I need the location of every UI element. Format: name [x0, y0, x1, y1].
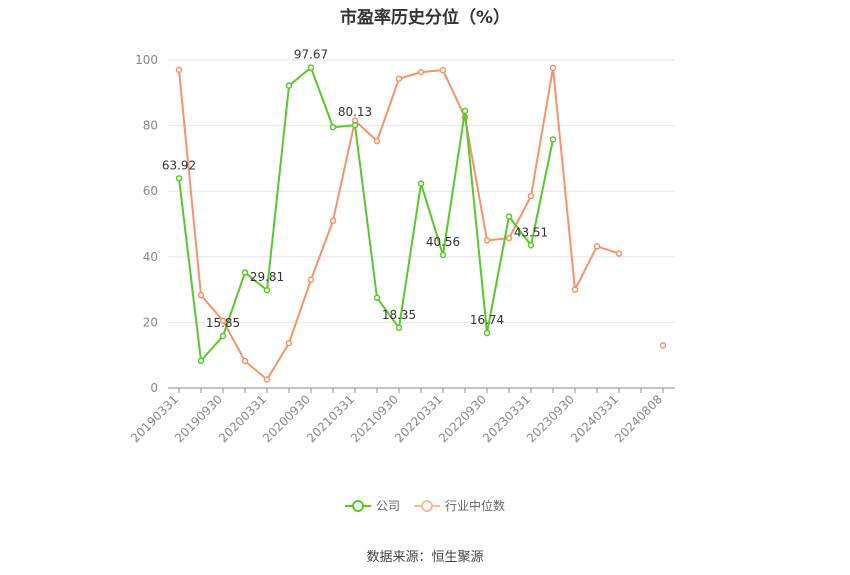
- data-point-industry-median: [549, 64, 557, 72]
- data-point-industry-median: [439, 66, 447, 74]
- data-label: 63.92: [162, 158, 196, 172]
- data-point-company: [527, 242, 535, 249]
- legend-item-industry-median[interactable]: 行业中位数: [414, 497, 505, 514]
- data-point-company: [395, 324, 403, 332]
- y-tick-label: 100: [135, 53, 158, 67]
- source-note: 数据来源：恒生聚源: [366, 550, 484, 565]
- grid-lines: [168, 59, 675, 323]
- data-point-industry-median: [241, 357, 249, 365]
- legend-swatch-industry-icon: [414, 499, 441, 512]
- data-point-company: [263, 286, 271, 294]
- x-tick-label: 20240808: [612, 392, 665, 445]
- legend-label-company: 公司: [376, 499, 401, 513]
- y-tick-label: 80: [143, 119, 158, 133]
- data-point-company: [439, 251, 447, 259]
- data-point-industry-median: [285, 339, 293, 347]
- data-point-company: [329, 123, 337, 131]
- data-labels: 63.92 15.85 29.81 97.67 80.13 18.35 40.56 16.74…: [162, 48, 548, 330]
- legend: 公司 行业中位数: [345, 497, 519, 514]
- y-tick-label: 0: [150, 381, 158, 395]
- data-point-industry-median: [659, 342, 667, 349]
- data-point-company: [175, 175, 183, 182]
- data-point-company: [285, 82, 293, 89]
- data-point-industry-median: [219, 317, 227, 325]
- data-point-company: [549, 136, 557, 143]
- y-tick-label: 20: [143, 315, 158, 329]
- data-point-company: [307, 64, 315, 71]
- data-label: 97.67: [294, 48, 328, 62]
- data-point-company: [505, 213, 513, 220]
- data-point-industry-median: [615, 250, 623, 257]
- y-tick-label: 60: [143, 184, 158, 198]
- legend-swatch-company-icon: [345, 499, 371, 512]
- data-point-industry-median: [505, 234, 513, 242]
- data-point-company: [197, 357, 205, 365]
- axes: 0204060801002019033120190930202003312020…: [128, 53, 675, 445]
- data-point-industry-median: [263, 376, 271, 383]
- data-point-industry-median: [483, 237, 491, 244]
- data-point-industry-median: [307, 276, 315, 284]
- data-label: 29.81: [250, 270, 284, 284]
- series-line-company: [178, 66, 554, 362]
- legend-item-company[interactable]: 公司: [345, 497, 400, 514]
- data-point-industry-median: [197, 291, 205, 299]
- chart-title: 市盈率历史分位（%）: [339, 8, 511, 28]
- data-point-industry-median: [373, 137, 381, 145]
- data-point-company: [241, 269, 249, 276]
- data-point-company: [351, 121, 359, 129]
- data-label: 80.13: [338, 105, 372, 119]
- data-point-industry-median: [527, 192, 535, 200]
- data-point-industry-median: [329, 217, 337, 224]
- data-point-industry-median: [417, 68, 425, 76]
- data-point-company: [417, 180, 425, 187]
- data-point-company: [461, 107, 469, 115]
- data-point-company: [483, 329, 491, 337]
- series-line-industry-median: [178, 66, 620, 381]
- data-label: 16.74: [470, 313, 504, 327]
- legend-label-industry-median: 行业中位数: [445, 499, 506, 513]
- data-label: 40.56: [426, 235, 460, 249]
- data-label: 18.35: [382, 308, 416, 322]
- y-tick-label: 40: [143, 250, 158, 264]
- data-label: 43.51: [514, 225, 548, 239]
- series-lines: [175, 64, 667, 383]
- data-point-industry-median: [593, 243, 601, 250]
- data-point-industry-median: [571, 286, 579, 293]
- data-point-company: [373, 294, 381, 302]
- data-point-industry-median: [395, 75, 403, 82]
- data-point-industry-median: [175, 66, 183, 74]
- data-point-company: [219, 332, 227, 340]
- data-label: 15.85: [206, 316, 240, 330]
